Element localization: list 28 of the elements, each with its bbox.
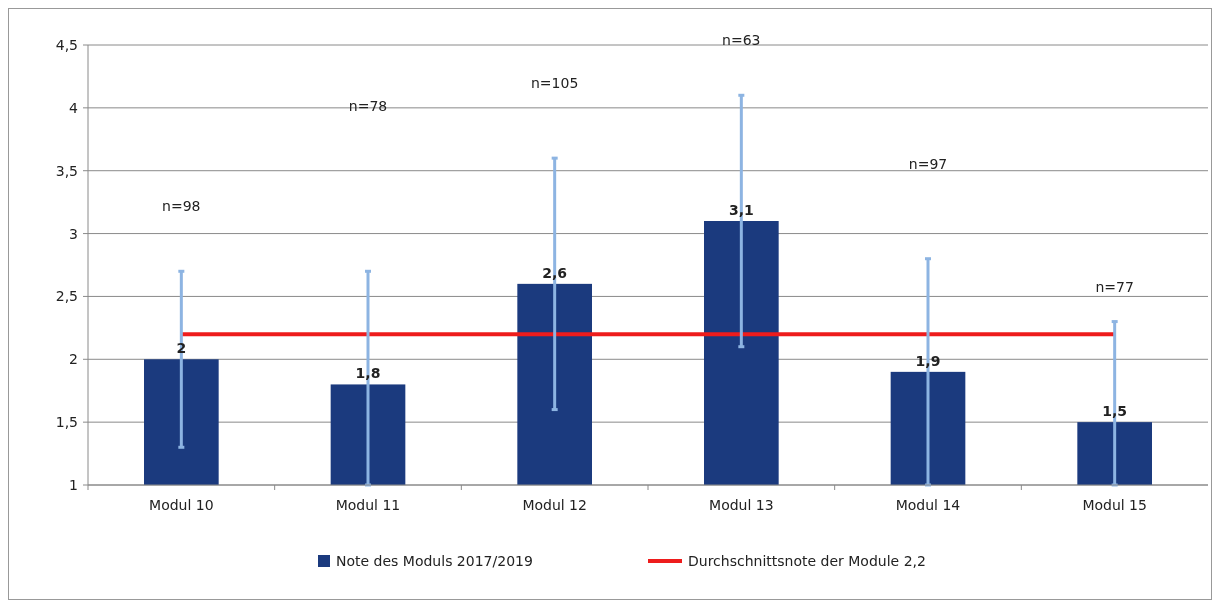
annotation: n=105 xyxy=(531,75,579,92)
x-tick-label: Modul 14 xyxy=(895,497,961,513)
data-label: 3,1 xyxy=(728,202,754,218)
x-tick-label: Modul 13 xyxy=(709,497,774,513)
data-label: 2 xyxy=(176,340,187,357)
y-tick-label: 3 xyxy=(69,225,78,242)
x-tick-label: Modul 15 xyxy=(1082,497,1147,513)
legend-label: Durchschnittsnote der Module 2,2 xyxy=(688,553,926,569)
annotation: n=77 xyxy=(1095,278,1134,295)
x-tick-label: Modul 11 xyxy=(335,497,401,513)
y-tick-label: 2,5 xyxy=(55,288,78,305)
data-label: 1,9 xyxy=(915,352,941,369)
y-tick-label: 3,5 xyxy=(55,162,78,179)
x-tick-label: Modul 12 xyxy=(522,497,587,513)
y-tick-label: 2 xyxy=(69,351,78,368)
y-tick-label: 4 xyxy=(69,99,79,116)
y-tick-label: 1 xyxy=(69,477,78,493)
annotation: n=78 xyxy=(348,98,388,115)
y-tick-label: 1,5 xyxy=(55,414,78,431)
annotation: n=63 xyxy=(722,32,761,49)
x-tick-label: Modul 10 xyxy=(149,497,214,513)
data-label: 1,5 xyxy=(1102,403,1128,420)
legend-label: Note des Moduls 2017/2019 xyxy=(336,553,533,569)
annotation: n=98 xyxy=(162,198,201,215)
y-tick-label: 4,5 xyxy=(55,37,78,53)
data-label: 1,8 xyxy=(355,365,381,382)
annotation: n=97 xyxy=(908,155,948,172)
data-label: 2,6 xyxy=(542,264,568,281)
